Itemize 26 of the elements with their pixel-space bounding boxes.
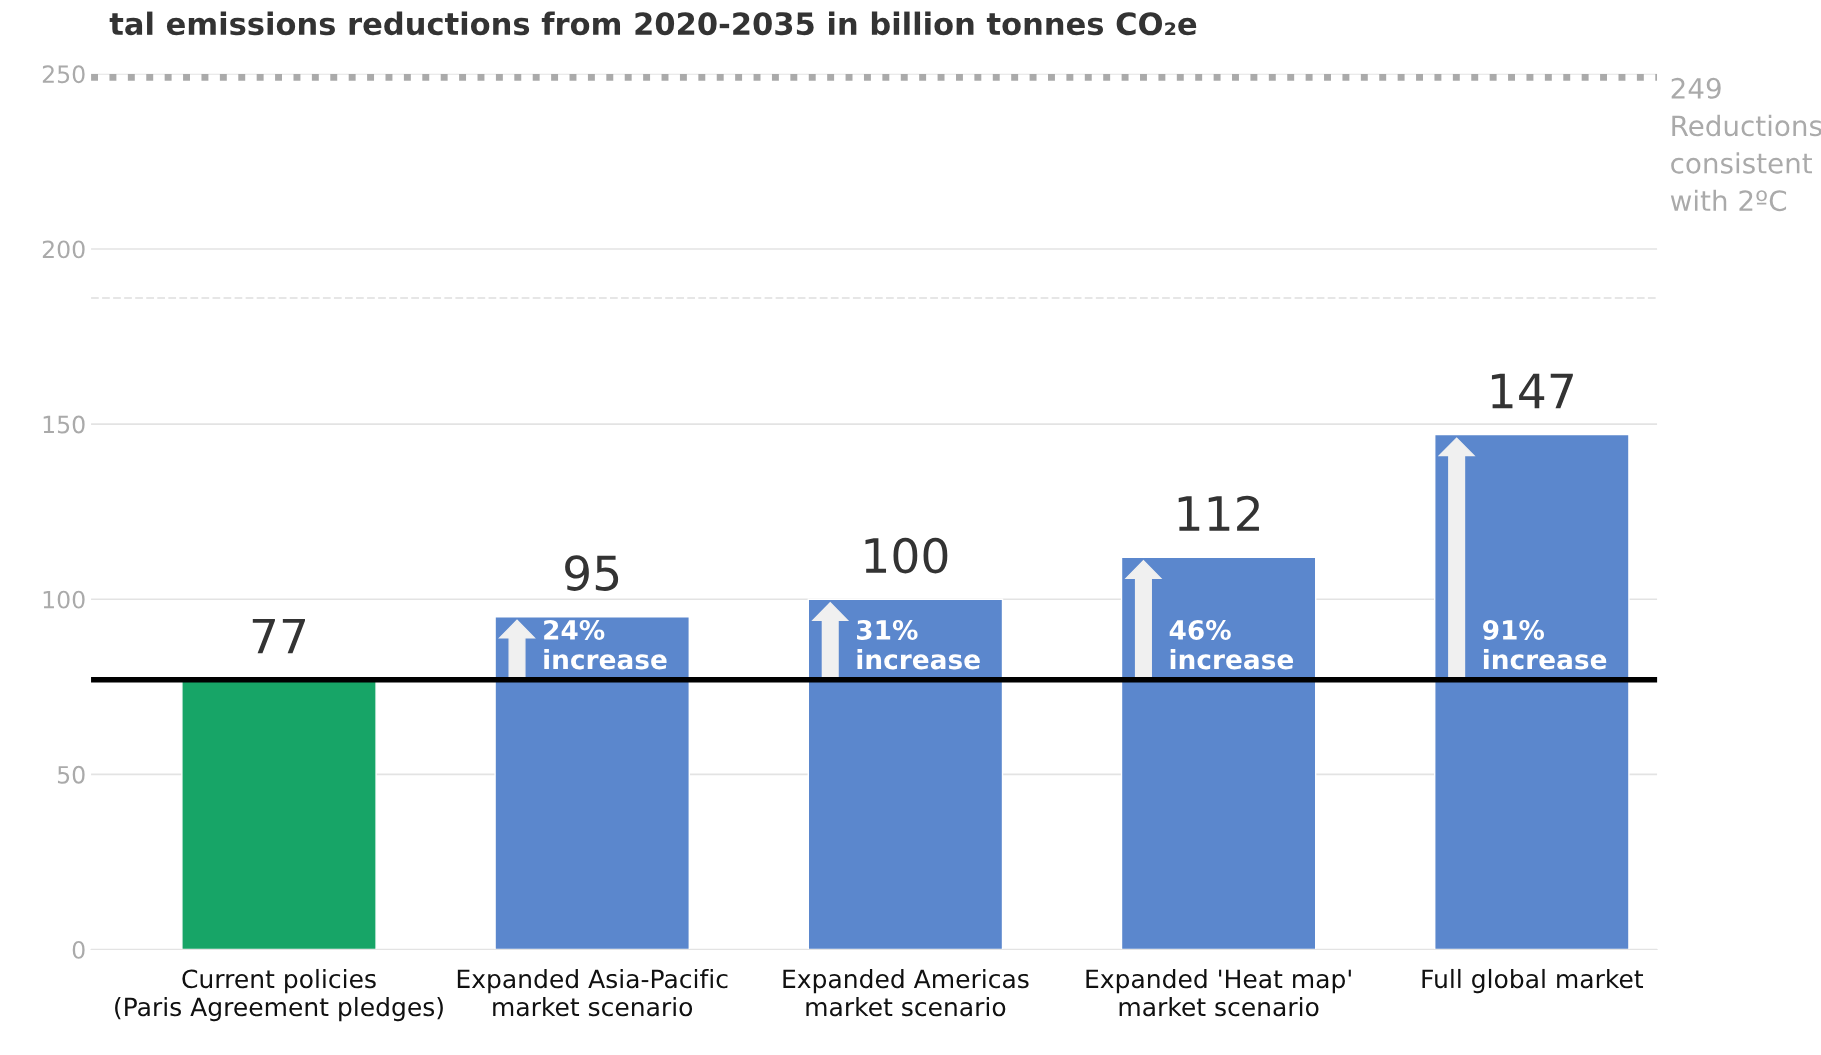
- ref-line-label: 249 Reductions consistent with 2ºC: [1670, 77, 1821, 212]
- x-tick-label: Expanded 'Heat map' market scenario: [1086, 968, 1351, 1017]
- annotation: 31% increase: [857, 619, 980, 670]
- y-tick-label: 100: [43, 590, 85, 609]
- bar: [1120, 556, 1317, 950]
- y-tick-label: 0: [72, 940, 85, 959]
- annotation: 24% increase: [544, 619, 667, 670]
- x-tick-label: Expanded Americas market scenario: [783, 968, 1029, 1017]
- y-tick-label: 150: [43, 415, 85, 434]
- data-label: 112: [1178, 495, 1259, 531]
- data-label: 77: [252, 618, 305, 654]
- data-label: 147: [1491, 373, 1573, 409]
- y-tick-label: 50: [57, 765, 85, 784]
- data-label: 100: [865, 537, 948, 574]
- x-tick-label: Full global market: [1422, 968, 1644, 994]
- bar: [1434, 433, 1630, 950]
- y-tick-label: 250: [42, 65, 85, 84]
- x-tick-label: Current policies (Paris Agreement pledges): [115, 968, 443, 1022]
- annotation: 91% increase: [1483, 619, 1607, 670]
- bar: [807, 598, 1004, 950]
- data-label: 95: [565, 555, 619, 591]
- annotation: 46% increase: [1169, 619, 1294, 670]
- bar: [494, 616, 690, 950]
- y-tick-label: 200: [42, 240, 85, 259]
- chart-title: tal emissions reductions from 2020-2035 in billion tonnes CO₂e: [109, 11, 1197, 36]
- x-tick-label: Expanded Asia-Pacific market scenario: [457, 968, 728, 1017]
